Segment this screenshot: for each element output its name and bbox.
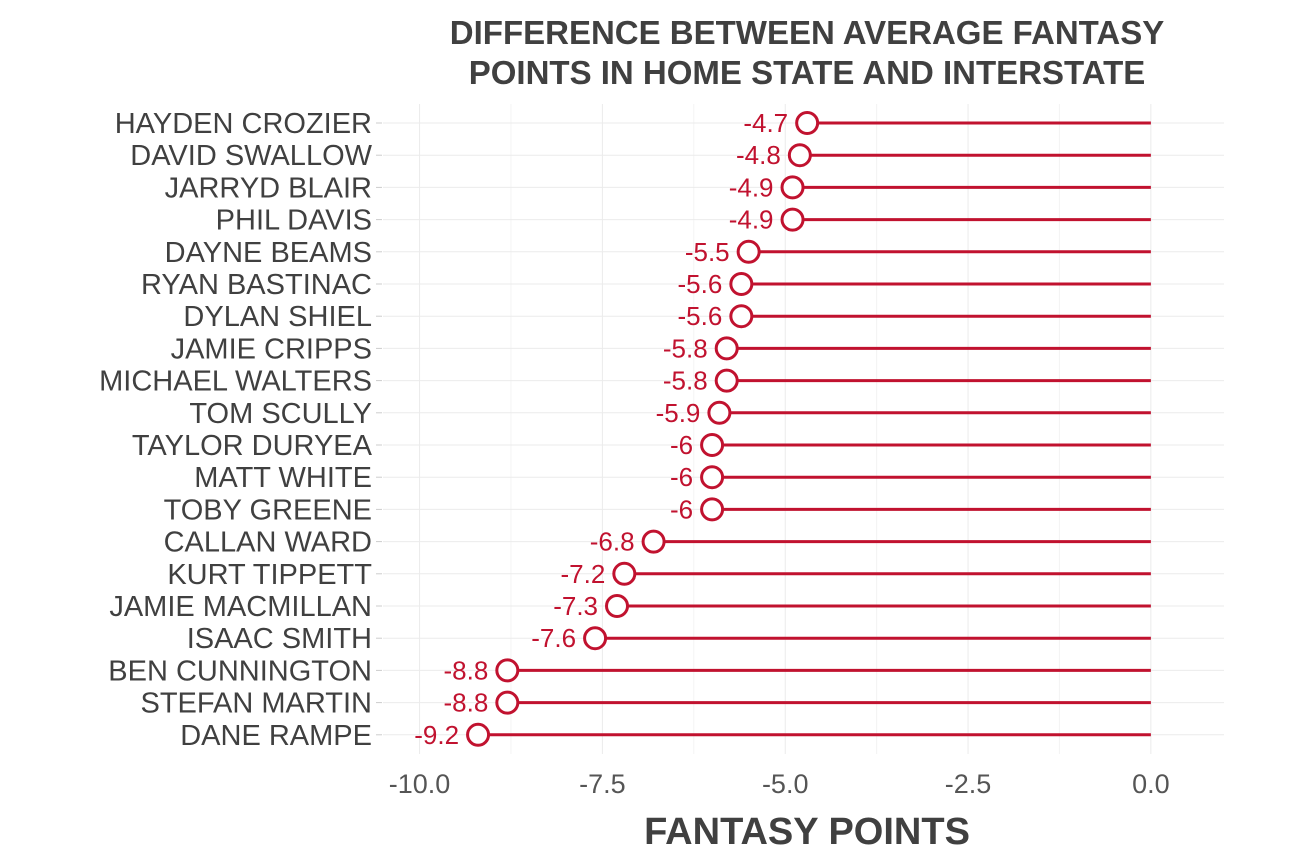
- lollipop-point: [700, 465, 725, 490]
- lollipop-point: [729, 304, 754, 329]
- lollipop-point: [583, 626, 608, 651]
- category-label: DAVID SWALLOW: [130, 140, 372, 172]
- lollipop-point: [714, 368, 739, 393]
- value-label: -5.6: [678, 301, 723, 331]
- lollipop-point: [466, 722, 491, 747]
- lollipop-point: [795, 111, 820, 135]
- lollipop-point: [780, 175, 805, 200]
- value-label: -4.9: [729, 205, 774, 235]
- value-label: -7.2: [561, 559, 606, 589]
- category-label: STEFAN MARTIN: [141, 688, 373, 720]
- value-label: -5.5: [685, 237, 730, 267]
- category-label: MATT WHITE: [194, 462, 372, 494]
- category-label: DYLAN SHIEL: [183, 301, 372, 333]
- value-label: -8.8: [444, 688, 489, 718]
- lollipop-point: [605, 594, 630, 618]
- chart-title-line-1: DIFFERENCE BETWEEN AVERAGE FANTASY: [450, 14, 1164, 51]
- lollipop-point: [700, 497, 725, 522]
- x-tick-label: -10.0: [389, 769, 451, 799]
- value-label: -7.3: [553, 591, 598, 621]
- axis-layer: -10.0 -7.5 -5.0 -2.5 0.0 HAYDEN CROZIERDAVID …: [99, 108, 1170, 799]
- label-layer: -4.7-4.8-4.9-4.9-5.5-5.6-5.6-5.8-5.8-5.9…: [414, 108, 788, 750]
- value-label: -8.8: [444, 655, 489, 685]
- category-label: HAYDEN CROZIER: [115, 108, 372, 140]
- lollipop-point: [700, 433, 725, 457]
- lollipop-point: [495, 690, 520, 715]
- category-label: PHIL DAVIS: [216, 205, 372, 237]
- lollipop-point: [714, 336, 739, 361]
- lollipop-point: [736, 239, 761, 264]
- value-label: -6: [670, 494, 693, 524]
- lollipop-point: [495, 658, 520, 683]
- category-label: KURT TIPPETT: [167, 559, 372, 591]
- category-label: MICHAEL WALTERS: [99, 366, 372, 398]
- stem-layer: [478, 121, 1151, 737]
- value-label: -6.8: [590, 527, 635, 557]
- x-tick-label: -2.5: [945, 769, 992, 799]
- category-label: JARRYD BLAIR: [165, 172, 372, 204]
- category-label: JAMIE CRIPPS: [171, 333, 372, 365]
- category-label: BEN CUNNINGTON: [108, 655, 372, 687]
- x-axis-title: FANTASY POINTS: [644, 811, 970, 853]
- chart-title-line-2: POINTS IN HOME STATE AND INTERSTATE: [469, 54, 1146, 91]
- lollipop-point: [641, 529, 666, 554]
- value-label: -5.8: [663, 366, 708, 396]
- lollipop-point: [780, 207, 805, 232]
- category-label: DANE RAMPE: [180, 720, 372, 752]
- value-label: -4.8: [736, 140, 781, 170]
- lollipop-point: [729, 272, 754, 296]
- value-label: -5.6: [678, 269, 723, 299]
- category-label: RYAN BASTINAC: [141, 269, 372, 301]
- category-label: JAMIE MACMILLAN: [109, 591, 372, 623]
- category-label: ISAAC SMITH: [187, 623, 372, 655]
- category-label: DAYNE BEAMS: [165, 237, 372, 269]
- value-label: -6: [670, 430, 693, 460]
- value-label: -5.8: [663, 333, 708, 363]
- category-label: CALLAN WARD: [164, 527, 372, 559]
- x-tick-label: -7.5: [579, 769, 626, 799]
- value-label: -7.6: [531, 623, 576, 653]
- value-label: -4.9: [729, 172, 774, 202]
- point-layer: [466, 111, 820, 747]
- category-label: TOBY GREENE: [164, 494, 372, 526]
- category-label: TAYLOR DURYEA: [132, 430, 373, 462]
- x-tick-label: -5.0: [762, 769, 809, 799]
- lollipop-point: [787, 143, 812, 168]
- grid-layer: [383, 104, 1224, 754]
- category-label: TOM SCULLY: [189, 398, 372, 430]
- value-label: -4.7: [743, 108, 788, 138]
- x-tick-label: 0.0: [1132, 769, 1170, 799]
- value-label: -5.9: [656, 398, 701, 428]
- lollipop-point: [612, 561, 637, 586]
- value-label: -6: [670, 462, 693, 492]
- value-label: -9.2: [414, 720, 459, 750]
- lollipop-point: [707, 400, 732, 425]
